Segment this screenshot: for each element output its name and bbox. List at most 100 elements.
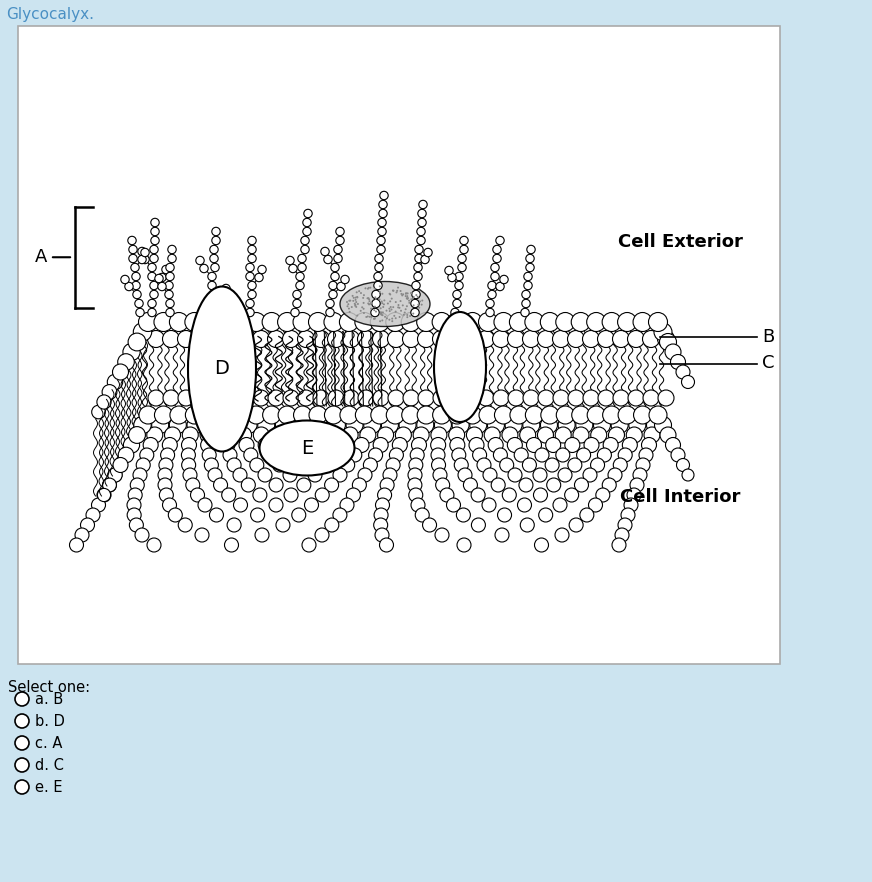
- Circle shape: [613, 458, 627, 472]
- Circle shape: [147, 309, 156, 317]
- Circle shape: [127, 498, 141, 512]
- Circle shape: [417, 295, 419, 298]
- Circle shape: [327, 448, 341, 462]
- Circle shape: [354, 305, 357, 307]
- Circle shape: [392, 290, 394, 292]
- Circle shape: [411, 292, 412, 294]
- Circle shape: [119, 448, 133, 462]
- Circle shape: [151, 219, 160, 227]
- Circle shape: [167, 245, 176, 254]
- Circle shape: [248, 236, 256, 244]
- Circle shape: [348, 448, 362, 462]
- Circle shape: [258, 437, 273, 452]
- Circle shape: [296, 458, 310, 472]
- Circle shape: [370, 308, 372, 310]
- Circle shape: [378, 427, 393, 443]
- Circle shape: [389, 310, 391, 312]
- Circle shape: [293, 416, 310, 433]
- Circle shape: [358, 331, 374, 348]
- Circle shape: [371, 309, 379, 317]
- Circle shape: [310, 416, 328, 433]
- Circle shape: [289, 427, 305, 443]
- Circle shape: [379, 307, 382, 310]
- Circle shape: [486, 309, 494, 317]
- Circle shape: [15, 758, 29, 772]
- Circle shape: [643, 390, 659, 406]
- Circle shape: [237, 331, 255, 348]
- Circle shape: [128, 488, 142, 502]
- Circle shape: [186, 406, 203, 424]
- Circle shape: [293, 299, 301, 308]
- Circle shape: [333, 508, 347, 522]
- Circle shape: [412, 297, 414, 300]
- Circle shape: [639, 448, 653, 462]
- Circle shape: [381, 319, 384, 321]
- Circle shape: [603, 437, 618, 452]
- Circle shape: [367, 303, 369, 304]
- Circle shape: [97, 395, 111, 409]
- Circle shape: [108, 468, 122, 482]
- Circle shape: [494, 312, 513, 332]
- Circle shape: [525, 406, 543, 424]
- Circle shape: [387, 331, 405, 348]
- Circle shape: [193, 331, 209, 348]
- Circle shape: [374, 273, 382, 280]
- Circle shape: [349, 310, 351, 313]
- Circle shape: [491, 478, 505, 492]
- Circle shape: [412, 304, 414, 306]
- Circle shape: [603, 478, 617, 492]
- Circle shape: [624, 498, 638, 512]
- Circle shape: [247, 312, 266, 332]
- Circle shape: [568, 390, 584, 406]
- Circle shape: [346, 488, 360, 502]
- Circle shape: [508, 468, 522, 482]
- Circle shape: [612, 331, 630, 348]
- Ellipse shape: [260, 421, 355, 475]
- Circle shape: [376, 498, 390, 512]
- Circle shape: [421, 255, 429, 264]
- Circle shape: [630, 478, 644, 492]
- Circle shape: [665, 344, 681, 360]
- Circle shape: [367, 316, 369, 318]
- Circle shape: [453, 290, 461, 299]
- Circle shape: [284, 488, 298, 502]
- Text: A: A: [35, 248, 47, 266]
- Circle shape: [134, 416, 151, 433]
- Circle shape: [276, 416, 292, 433]
- Circle shape: [313, 390, 329, 406]
- Circle shape: [193, 390, 209, 406]
- Circle shape: [240, 416, 257, 433]
- Circle shape: [392, 306, 394, 308]
- Circle shape: [342, 427, 358, 443]
- Circle shape: [644, 427, 660, 443]
- Circle shape: [380, 191, 388, 199]
- Circle shape: [210, 254, 218, 263]
- Circle shape: [411, 309, 419, 317]
- Circle shape: [491, 264, 499, 272]
- Circle shape: [92, 405, 106, 419]
- Circle shape: [253, 427, 269, 443]
- Circle shape: [555, 448, 569, 462]
- Circle shape: [463, 390, 479, 406]
- Circle shape: [373, 310, 375, 311]
- Circle shape: [655, 416, 671, 433]
- Circle shape: [389, 301, 392, 303]
- Circle shape: [618, 518, 632, 532]
- Circle shape: [136, 309, 144, 317]
- Circle shape: [277, 437, 292, 452]
- Circle shape: [158, 478, 172, 492]
- Circle shape: [208, 468, 222, 482]
- Circle shape: [221, 284, 230, 293]
- Circle shape: [356, 406, 373, 424]
- Circle shape: [375, 298, 377, 300]
- Circle shape: [399, 300, 401, 302]
- Circle shape: [103, 478, 116, 492]
- Circle shape: [509, 312, 528, 332]
- Circle shape: [460, 245, 468, 254]
- Circle shape: [286, 257, 294, 265]
- Circle shape: [262, 312, 281, 332]
- Circle shape: [433, 331, 449, 348]
- Circle shape: [329, 290, 337, 299]
- Circle shape: [395, 301, 397, 303]
- Circle shape: [162, 331, 180, 348]
